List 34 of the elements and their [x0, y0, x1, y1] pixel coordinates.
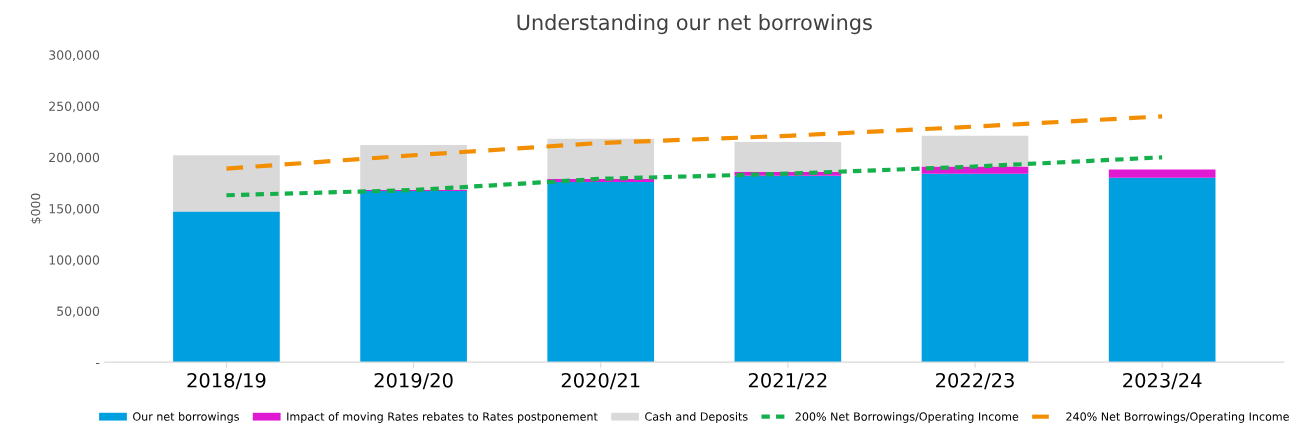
y-tick-label: 250,000 — [49, 101, 100, 113]
bar — [921, 135, 1029, 167]
bar — [734, 141, 842, 172]
bar — [173, 211, 280, 363]
line-series — [224, 155, 1165, 198]
x-tick-label: 2018/19 — [187, 372, 266, 390]
y-tick-label: - — [96, 363, 100, 364]
line-series — [224, 114, 1165, 171]
y-tick-label: 100,000 — [49, 255, 100, 266]
bar — [547, 181, 655, 363]
y-tick-label: 150,000 — [49, 204, 100, 215]
legend-label: Impact of moving Rates rebates to Rates postponement — [287, 412, 598, 423]
x-tick-label: 2020/21 — [561, 372, 640, 390]
y-tick-label: 50,000 — [57, 306, 100, 318]
bar — [921, 173, 1029, 363]
bar — [360, 191, 467, 363]
chart-title: Understanding our net borrowings — [517, 14, 872, 35]
legend-label: 240% Net Borrowings/Operating Income — [1066, 412, 1289, 423]
x-tick-label: 2022/23 — [936, 372, 1014, 390]
x-tick-label: 2023/24 — [1123, 372, 1202, 390]
bar — [360, 145, 467, 191]
legend-label: Cash and Deposits — [645, 412, 748, 423]
bar — [547, 138, 655, 179]
legend-label: 200% Net Borrowings/Operating Income — [795, 412, 1019, 423]
y-tick-label: 300,000 — [49, 50, 100, 62]
x-tick-label: 2021/22 — [748, 372, 827, 390]
y-tick-label: 200,000 — [49, 152, 100, 164]
bar — [1108, 177, 1216, 363]
legend-label: Our net borrowings — [133, 412, 239, 423]
bar — [1108, 169, 1216, 178]
bar — [734, 175, 842, 363]
bar — [173, 155, 280, 212]
y-axis-title: $000 — [30, 193, 42, 224]
x-tick-label: 2019/20 — [374, 372, 453, 390]
